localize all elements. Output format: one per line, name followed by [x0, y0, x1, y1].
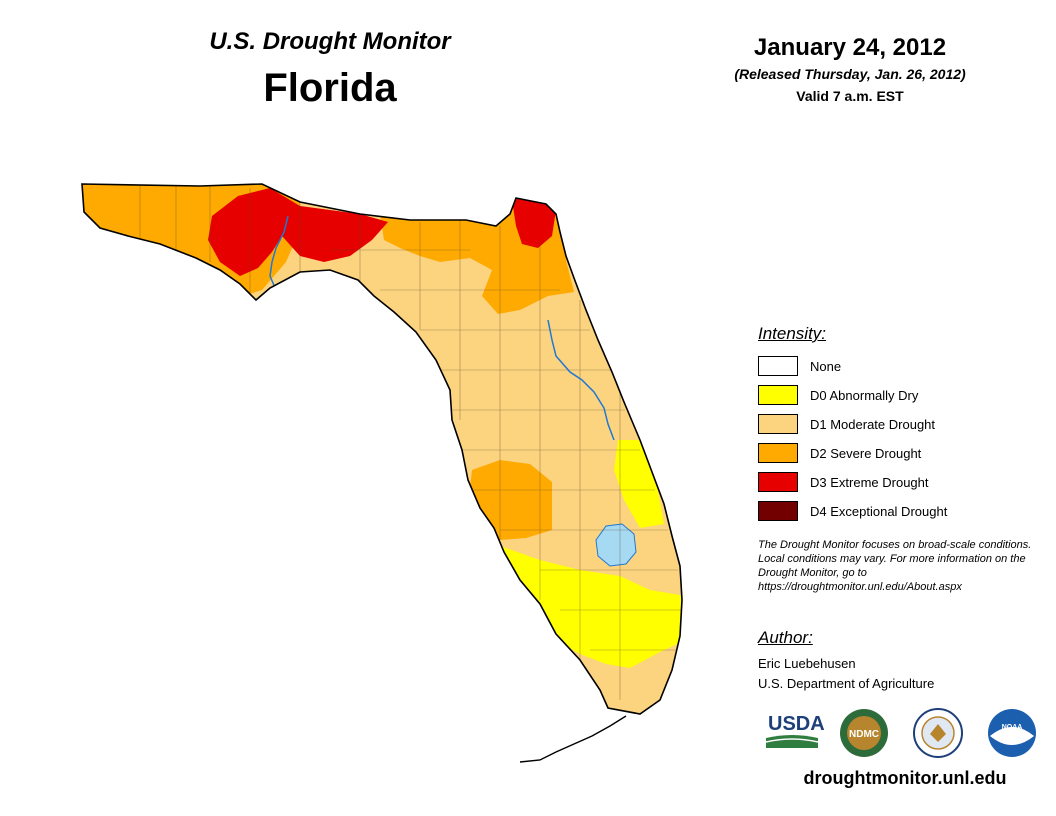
legend-item-d0: D0 Abnormally Dry	[758, 384, 918, 406]
usda-logo-text: USDA	[768, 713, 825, 735]
disclaimer-note: The Drought Monitor focuses on broad-sca…	[758, 539, 1032, 593]
valid-time: Valid 7 a.m. EST	[796, 88, 904, 104]
map-title: U.S. Drought Monitor	[209, 28, 451, 55]
d3-northeast-region	[512, 196, 556, 248]
florida-keys	[519, 715, 627, 763]
agency-logos: USDA NDMC NOAA	[765, 708, 1036, 758]
state-name: Florida	[263, 66, 397, 110]
lake-okeechobee	[595, 523, 637, 567]
d0-south-region	[500, 546, 682, 668]
author-name: Eric Luebehusen	[758, 656, 856, 671]
florida-drought-map	[81, 183, 683, 763]
ndmc-logo-text: NDMC	[849, 729, 879, 740]
st-johns-river	[547, 319, 615, 441]
noaa-logo-text: NOAA	[1002, 724, 1023, 731]
legend-item-d3: D3 Extreme Drought	[758, 471, 929, 493]
legend-swatch	[758, 414, 798, 434]
legend-label: D1 Moderate Drought	[810, 416, 936, 432]
legend-label: D0 Abnormally Dry	[810, 387, 919, 403]
author-heading: Author:	[758, 628, 813, 647]
apalachicola-river	[269, 215, 289, 291]
usda-logo: USDA	[765, 713, 825, 748]
legend-swatch	[758, 356, 798, 376]
legend-label: D3 Extreme Drought	[810, 474, 929, 490]
legend-swatch	[758, 501, 798, 521]
legend-item-d4: D4 Exceptional Drought	[758, 500, 947, 522]
legend-swatch	[758, 472, 798, 492]
footer-url[interactable]: droughtmonitor.unl.edu	[803, 768, 1007, 788]
legend-label: None	[810, 358, 842, 374]
legend-item-d2: D2 Severe Drought	[758, 442, 921, 464]
florida-outline	[81, 183, 683, 715]
d3-extreme-region	[208, 188, 388, 276]
doc-seal-icon	[913, 708, 963, 758]
noaa-logo: NOAA	[988, 709, 1036, 757]
map-date: January 24, 2012	[753, 34, 947, 61]
d0-east-coast-region	[614, 440, 664, 528]
d1-moderate-region	[82, 184, 682, 714]
legend-title: Intensity:	[758, 324, 827, 343]
county-lines	[139, 186, 682, 700]
author-organization: U.S. Department of Agriculture	[758, 676, 935, 691]
legend-item-none: None	[758, 355, 841, 377]
legend-swatch	[758, 443, 798, 463]
legend-label: D4 Exceptional Drought	[810, 503, 948, 519]
legend-label: D2 Severe Drought	[810, 445, 922, 461]
legend-swatch	[758, 385, 798, 405]
legend-item-d1: D1 Moderate Drought	[758, 413, 935, 435]
release-date: (Released Thursday, Jan. 26, 2012)	[734, 66, 966, 82]
ndmc-logo: NDMC	[840, 709, 888, 757]
